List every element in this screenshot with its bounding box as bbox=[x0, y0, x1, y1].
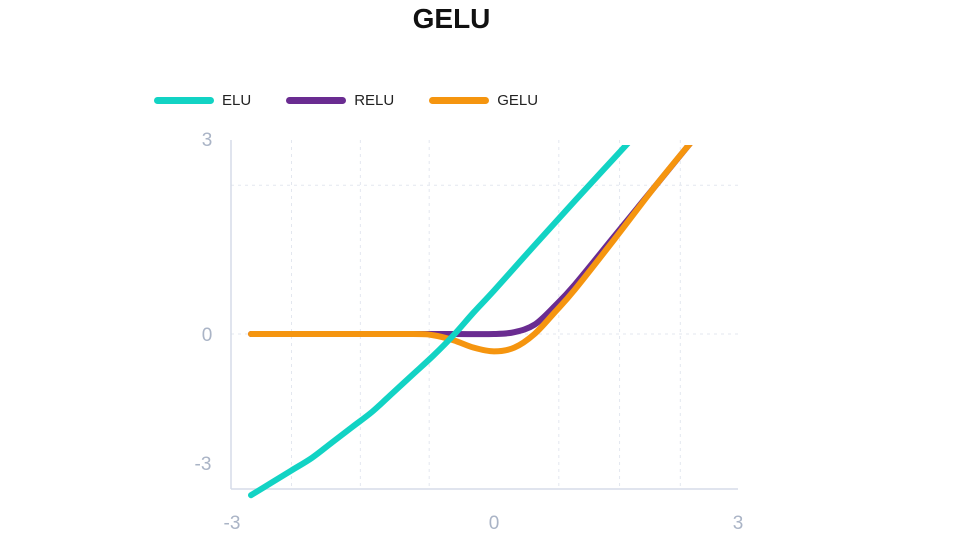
series-line-relu bbox=[248, 145, 693, 338]
y-tick-label-middle: 0 bbox=[202, 325, 213, 346]
chart-grid bbox=[231, 140, 738, 489]
chart-axes bbox=[230, 140, 738, 490]
legend-swatch-relu bbox=[286, 96, 347, 104]
legend-swatch-gelu bbox=[429, 96, 490, 104]
chart-legend: ELU RELU GELU bbox=[154, 89, 573, 111]
legend-swatch-elu bbox=[154, 96, 214, 104]
y-tick-label-bottom: -3 bbox=[195, 454, 212, 475]
legend-label-elu: ELU bbox=[222, 91, 252, 109]
chart-tick-labels: 3 0 -3 -3 0 3 bbox=[195, 130, 744, 534]
legend-label-relu: RELU bbox=[354, 91, 395, 109]
legend-item-elu[interactable]: ELU bbox=[154, 92, 251, 109]
chart-title: GELU bbox=[412, 3, 491, 34]
y-tick-label-top: 3 bbox=[202, 130, 213, 151]
legend-label-gelu: GELU bbox=[497, 91, 539, 109]
legend-item-relu[interactable]: RELU bbox=[286, 92, 394, 109]
chart-series-layer bbox=[248, 145, 693, 499]
x-tick-label-middle: 0 bbox=[489, 513, 500, 534]
x-tick-label-left: -3 bbox=[224, 513, 241, 534]
series-line-elu bbox=[248, 145, 631, 499]
x-tick-label-right: 3 bbox=[733, 513, 744, 534]
legend-item-gelu[interactable]: GELU bbox=[429, 92, 538, 109]
series-line-gelu bbox=[248, 145, 693, 355]
